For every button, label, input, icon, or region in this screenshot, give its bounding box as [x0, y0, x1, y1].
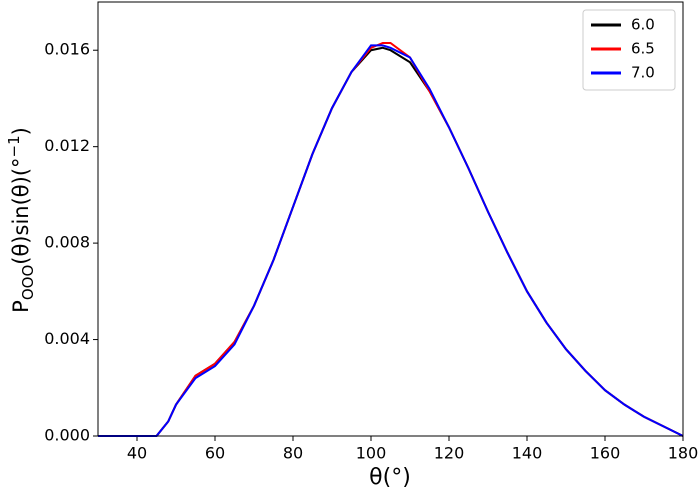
y-label-part: OOO [19, 265, 37, 300]
y-tick-label: 0.000 [44, 426, 90, 445]
y-label-part: ) [9, 127, 33, 135]
plot-frame [97, 1, 684, 437]
legend-label: 6.0 [631, 16, 655, 34]
x-tick-label: 160 [590, 444, 621, 463]
legend: 6.0 6.5 7.0 [582, 9, 676, 91]
y-tick-label: 0.012 [44, 136, 90, 155]
legend-box [582, 9, 676, 91]
legend-label: 7.0 [631, 64, 655, 82]
legend-label: 6.5 [631, 40, 655, 58]
y-axis-label: POOO(θ)sin(θ)(°−1) [5, 127, 37, 313]
x-axis-label: θ(°) [369, 465, 411, 490]
y-label-part: −1 [5, 135, 23, 157]
x-tick-label: 100 [356, 444, 387, 463]
series-line [98, 46, 684, 437]
y-tick-label: 0.004 [44, 329, 90, 348]
x-tick-label: 140 [512, 444, 543, 463]
y-label-part: P [9, 300, 33, 313]
x-tick-label: 60 [205, 444, 225, 463]
y-tick-label: 0.016 [44, 40, 90, 59]
y-label-part: (θ)sin(θ)(° [9, 157, 33, 264]
series-line [98, 41, 684, 437]
x-tick-label: 40 [127, 444, 147, 463]
x-tick-label: 180 [668, 444, 699, 463]
x-tick-label: 80 [283, 444, 303, 463]
series-line [98, 44, 684, 437]
y-tick-label: 0.008 [44, 233, 90, 252]
x-tick-label: 120 [434, 444, 465, 463]
